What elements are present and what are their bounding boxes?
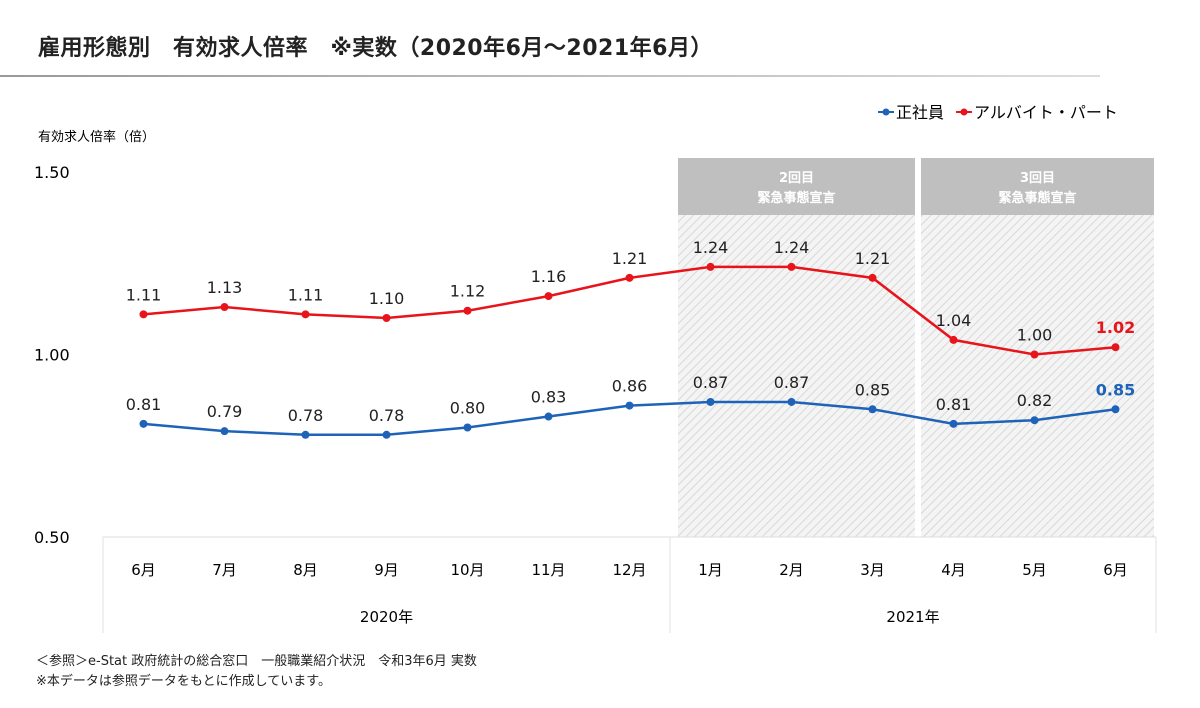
data-point: [625, 273, 634, 282]
data-label: 0.85: [1096, 380, 1135, 399]
data-point: [868, 405, 877, 414]
legend-label: 正社員: [896, 103, 944, 122]
legend-label: アルバイト・パート: [974, 103, 1118, 122]
data-point: [787, 262, 796, 271]
data-label: 1.21: [612, 249, 648, 268]
emergency-period-label: 緊急事態宣言: [757, 190, 835, 206]
x-tick-label: 8月: [293, 561, 318, 579]
emergency-period-label-box: [678, 158, 915, 215]
year-group-label: 2021年: [886, 608, 939, 626]
data-point: [301, 430, 310, 439]
y-tick-label: 1.50: [34, 163, 70, 182]
data-point: [787, 397, 796, 406]
data-point: [1111, 405, 1120, 414]
y-tick-label: 1.00: [34, 346, 70, 365]
y-tick-label: 0.50: [34, 528, 70, 547]
x-tick-label: 12月: [612, 561, 646, 579]
data-label: 0.78: [369, 406, 405, 425]
data-label: 0.79: [207, 402, 243, 421]
data-label: 1.11: [288, 285, 324, 304]
data-point: [1111, 343, 1120, 352]
legend-marker: [882, 108, 890, 116]
data-label: 1.24: [774, 238, 810, 257]
data-label: 0.80: [450, 399, 486, 418]
x-tick-label: 3月: [860, 561, 885, 579]
x-tick-label: 9月: [374, 561, 399, 579]
page-title: 雇用形態別 有効求人倍率 ※実数（2020年6月～2021年6月）: [38, 36, 713, 61]
data-label: 0.87: [774, 373, 810, 392]
data-label: 1.13: [207, 278, 243, 297]
data-point: [949, 419, 958, 428]
data-label: 0.87: [693, 373, 729, 392]
data-label: 1.24: [693, 238, 729, 257]
data-point: [625, 401, 634, 410]
data-point: [139, 419, 148, 428]
data-point: [1030, 416, 1039, 425]
data-label: 1.12: [450, 282, 486, 301]
x-tick-label: 5月: [1022, 561, 1047, 579]
emergency-period-label: 2回目: [779, 171, 814, 186]
data-point: [544, 412, 553, 421]
data-point: [706, 397, 715, 406]
disclaimer-note: ※本データは参照データをもとに作成しています。: [36, 674, 331, 689]
year-group-label: 2020年: [360, 608, 413, 626]
data-point: [463, 306, 472, 315]
data-point: [463, 423, 472, 432]
legend-marker: [960, 108, 968, 116]
data-label: 1.21: [855, 249, 891, 268]
data-point: [544, 292, 553, 301]
data-point: [949, 335, 958, 344]
x-tick-label: 1月: [698, 561, 723, 579]
x-tick-label: 6月: [1103, 561, 1128, 579]
data-point: [868, 273, 877, 282]
data-point: [1030, 350, 1039, 359]
data-point: [382, 314, 391, 322]
data-label: 1.16: [531, 267, 567, 286]
x-tick-label: 2月: [779, 561, 804, 579]
data-label: 0.86: [612, 377, 648, 396]
emergency-period-label: 3回目: [1020, 171, 1055, 186]
data-label: 0.82: [1017, 391, 1053, 410]
data-label: 1.02: [1096, 318, 1135, 337]
data-label: 0.81: [936, 395, 972, 414]
y-axis-label: 有効求人倍率（倍）: [38, 129, 155, 145]
data-point: [139, 310, 148, 319]
emergency-period-label-box: [921, 158, 1154, 215]
data-label: 1.11: [126, 285, 162, 304]
x-tick-label: 11月: [531, 561, 565, 579]
source-note: ＜参照＞e-Stat 政府統計の総合窓口 一般職業紹介状況 令和3年6月 実数: [36, 654, 477, 669]
data-label: 0.78: [288, 406, 324, 425]
data-label: 0.83: [531, 388, 567, 407]
data-point: [220, 303, 229, 312]
data-point: [220, 427, 229, 436]
x-tick-label: 7月: [212, 561, 237, 579]
data-label: 1.10: [369, 289, 405, 308]
data-label: 1.00: [1017, 326, 1053, 345]
x-tick-label: 6月: [131, 561, 156, 579]
data-point: [382, 430, 391, 439]
x-tick-label: 4月: [941, 561, 966, 579]
data-point: [301, 310, 310, 319]
emergency-period-label: 緊急事態宣言: [998, 190, 1076, 206]
x-tick-label: 10月: [450, 561, 484, 579]
data-label: 0.81: [126, 395, 162, 414]
data-label: 0.85: [855, 380, 891, 399]
emergency-period-band: [921, 215, 1154, 537]
title-divider: [0, 75, 1100, 77]
data-label: 1.04: [936, 311, 972, 330]
data-point: [706, 262, 715, 271]
